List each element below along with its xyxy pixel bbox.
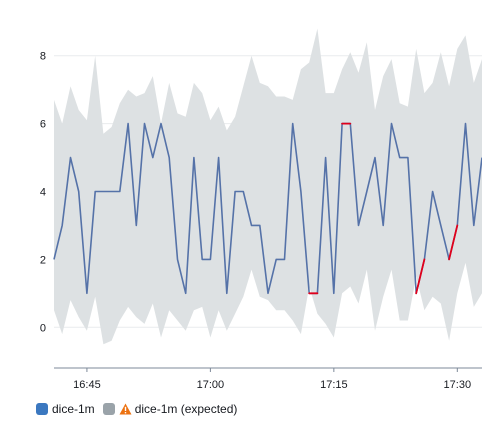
y-tick-label: 6 bbox=[40, 119, 46, 131]
x-tick-label: 17:15 bbox=[320, 379, 348, 391]
data-point bbox=[432, 191, 434, 193]
data-point bbox=[152, 157, 154, 159]
line-chart: 0 2 4 6 8 16:45 17:00 17:15 17:30 bbox=[40, 28, 482, 391]
data-point bbox=[102, 191, 104, 193]
data-point bbox=[201, 258, 203, 260]
expected-band-area bbox=[54, 28, 482, 345]
data-point bbox=[168, 157, 170, 159]
data-point bbox=[349, 123, 351, 125]
data-point bbox=[218, 157, 220, 159]
legend-item-expected[interactable]: dice-1m (expected) bbox=[102, 402, 238, 416]
data-point bbox=[135, 224, 137, 226]
x-tick-label: 16:45 bbox=[73, 379, 101, 391]
anomaly-segment bbox=[415, 258, 426, 295]
data-point bbox=[78, 191, 80, 193]
y-tick-label: 8 bbox=[40, 51, 46, 63]
data-point bbox=[234, 191, 236, 193]
data-point bbox=[94, 191, 96, 193]
data-point bbox=[119, 191, 121, 193]
data-point bbox=[61, 224, 63, 226]
data-point bbox=[300, 191, 302, 193]
legend-item-dice-1m[interactable]: dice-1m bbox=[36, 402, 95, 416]
legend-swatch-dice-1m bbox=[36, 403, 48, 415]
data-point bbox=[423, 258, 425, 260]
data-point bbox=[53, 258, 55, 260]
data-point bbox=[251, 224, 253, 226]
data-point bbox=[283, 258, 285, 260]
data-point bbox=[144, 123, 146, 125]
data-point bbox=[316, 292, 318, 294]
data-point bbox=[127, 123, 129, 125]
data-point bbox=[407, 157, 409, 159]
data-point bbox=[440, 224, 442, 226]
data-point bbox=[473, 224, 475, 226]
legend-label-expected: dice-1m (expected) bbox=[134, 402, 238, 416]
data-point bbox=[242, 191, 244, 193]
data-point bbox=[390, 123, 392, 125]
data-point bbox=[275, 258, 277, 260]
warning-icon bbox=[119, 403, 132, 415]
data-point bbox=[374, 157, 376, 159]
data-point bbox=[86, 292, 88, 294]
data-point bbox=[259, 224, 261, 226]
data-point bbox=[176, 258, 178, 260]
legend-swatch-expected bbox=[102, 403, 115, 415]
data-point bbox=[308, 292, 310, 294]
data-point bbox=[111, 191, 113, 193]
data-point bbox=[415, 292, 417, 294]
y-tick-label: 2 bbox=[40, 254, 46, 266]
data-point bbox=[69, 157, 71, 159]
x-tick-label: 17:00 bbox=[197, 379, 225, 391]
data-point bbox=[465, 123, 467, 125]
series-line-dice-1m bbox=[53, 122, 482, 295]
data-point bbox=[358, 224, 360, 226]
data-point bbox=[267, 292, 269, 294]
data-point bbox=[193, 157, 195, 159]
x-tick-label: 17:30 bbox=[444, 379, 472, 391]
data-point bbox=[226, 292, 228, 294]
data-point bbox=[366, 191, 368, 193]
data-point bbox=[399, 157, 401, 159]
y-tick-label: 0 bbox=[40, 322, 46, 334]
anomaly-segment bbox=[448, 224, 459, 261]
data-point bbox=[292, 123, 294, 125]
chart-legend: dice-1m dice-1m (expected) bbox=[36, 402, 245, 416]
data-point bbox=[325, 157, 327, 159]
y-tick-label: 4 bbox=[40, 187, 46, 199]
data-point bbox=[456, 224, 458, 226]
data-point bbox=[185, 292, 187, 294]
data-point bbox=[448, 258, 450, 260]
data-point bbox=[382, 224, 384, 226]
data-point bbox=[333, 292, 335, 294]
data-point bbox=[209, 258, 211, 260]
data-point bbox=[160, 123, 162, 125]
legend-label-dice-1m: dice-1m bbox=[52, 402, 95, 416]
data-point bbox=[341, 123, 343, 125]
